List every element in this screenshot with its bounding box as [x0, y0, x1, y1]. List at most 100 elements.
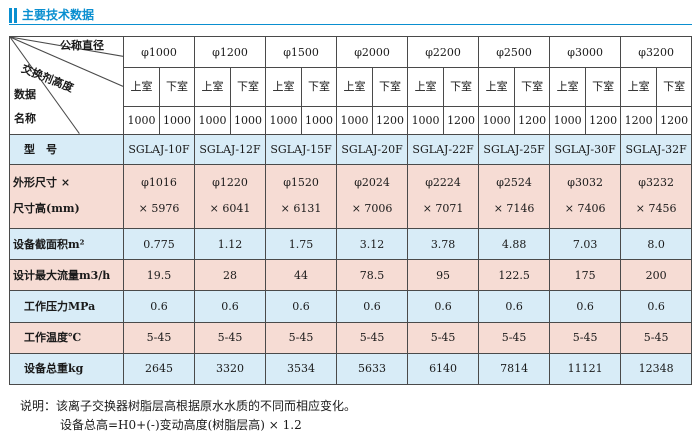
diameter-row: 公称直径 交换剂高度 数据 名称 φ1000 φ1200 φ1500 φ2000… [9, 35, 693, 135]
model-row: 型 号 SGLAJ-10F SGLAJ-12F SGLAJ-15F SGLAJ-… [9, 133, 693, 165]
section-header: 主要技术数据 [9, 7, 692, 25]
row-label-weight: 设备总重kg [9, 352, 124, 386]
area-row: 设备截面积m² 0.775 1.12 1.75 3.12 3.78 4.88 7… [9, 228, 693, 261]
diameter-cell: φ3200 [620, 35, 693, 69]
pressure-cell: 0.6 [194, 290, 267, 323]
chamber-upper-cell: 上室 [265, 67, 303, 107]
temperature-cell: 5-45 [122, 321, 196, 354]
resin-height-cell: 1200 [585, 105, 622, 135]
diameter-cell: φ1000 [122, 35, 196, 69]
corner-header-cell: 公称直径 交换剂高度 数据 名称 [9, 36, 124, 135]
header-accent-bar [14, 8, 17, 23]
height: × 7071 [422, 202, 464, 216]
area-cell: 3.12 [336, 228, 409, 261]
outer-diameter: φ3032 [567, 176, 603, 190]
corner-label-diameter: 公称直径 [60, 39, 104, 52]
resin-height-cell: 1200 [514, 105, 551, 135]
chamber-lower-cell: 下室 [301, 67, 338, 107]
diameter-cell: φ3000 [549, 35, 622, 69]
pressure-row: 工作压力MPa 0.6 0.6 0.6 0.6 0.6 0.6 0.6 0.6 [9, 290, 693, 323]
chamber-upper-cell: 上室 [549, 67, 587, 107]
diameter-cell: φ2500 [478, 35, 551, 69]
diameter-cell: φ1200 [194, 35, 267, 69]
resin-height-cell: 1000 [407, 105, 445, 135]
outer-diameter: φ2224 [425, 176, 461, 190]
model-cell: SGLAJ-15F [265, 133, 338, 165]
height: × 7006 [351, 202, 393, 216]
chamber-upper-cell: 上室 [620, 67, 658, 107]
model-cell: SGLAJ-20F [336, 133, 409, 165]
flow-cell: 19.5 [122, 259, 196, 292]
header-accent-bar [9, 8, 12, 23]
temperature-cell: 5-45 [549, 321, 622, 354]
resin-height-cell: 1200 [443, 105, 480, 135]
outer-diameter: φ3232 [638, 176, 674, 190]
row-label-flow: 设计最大流量m3/h [9, 259, 124, 292]
height: × 5976 [138, 202, 180, 216]
row-label-pressure: 工作压力MPa [9, 290, 124, 323]
temperature-row: 工作温度℃ 5-45 5-45 5-45 5-45 5-45 5-45 5-45… [9, 321, 693, 354]
flow-cell: 78.5 [336, 259, 409, 292]
flow-cell: 175 [549, 259, 622, 292]
diameter-cell: φ2200 [407, 35, 480, 69]
chamber-upper-cell: 上室 [194, 67, 232, 107]
resin-height-cell: 1000 [123, 105, 160, 135]
outer-diameter: φ1016 [141, 176, 177, 190]
chamber-row: 上室 下室 上室 下室 上室 下室 上室 下室 上室 下室 上室 下室 上室 下… [10, 67, 693, 107]
row-label-dimensions-line2: 尺寸高(mm) [13, 202, 80, 216]
chamber-lower-cell: 下室 [230, 67, 267, 107]
row-label-area: 设备截面积m² [9, 228, 124, 261]
model-cell: SGLAJ-32F [620, 133, 693, 165]
model-cell: SGLAJ-10F [122, 133, 196, 165]
corner-label-name: 名称 [14, 112, 36, 125]
diameter-cell: φ2000 [336, 35, 409, 69]
outer-diameter: φ1520 [283, 176, 319, 190]
area-cell: 7.03 [549, 228, 622, 261]
tech-data-table: 公称直径 交换剂高度 数据 名称 φ1000 φ1200 φ1500 φ2000… [9, 35, 693, 386]
chamber-upper-cell: 上室 [336, 67, 374, 107]
chamber-lower-cell: 下室 [372, 67, 409, 107]
resin-height-cell: 1000 [230, 105, 267, 135]
chamber-lower-cell: 下室 [443, 67, 480, 107]
height: × 6131 [280, 202, 322, 216]
chamber-upper-cell: 上室 [407, 67, 445, 107]
flow-row: 设计最大流量m3/h 19.5 28 44 78.5 95 122.5 175 … [9, 259, 693, 292]
resin-height-cell: 1000 [158, 105, 196, 135]
area-cell: 4.88 [478, 228, 551, 261]
dimension-cell: φ1520 × 6131 [265, 163, 338, 230]
temperature-cell: 5-45 [194, 321, 267, 354]
chamber-lower-cell: 下室 [514, 67, 551, 107]
flow-cell: 44 [265, 259, 338, 292]
dimension-cell: φ2524 × 7146 [478, 163, 551, 230]
dimension-cell: φ1016 × 5976 [122, 163, 196, 230]
section-title: 主要技术数据 [22, 8, 95, 22]
weight-cell: 5633 [336, 352, 409, 386]
height: × 6041 [209, 202, 251, 216]
weight-cell: 11121 [549, 352, 622, 386]
flow-cell: 28 [194, 259, 267, 292]
height: × 7456 [635, 202, 677, 216]
temperature-cell: 5-45 [336, 321, 409, 354]
chamber-lower-cell: 下室 [158, 67, 196, 107]
temperature-cell: 5-45 [478, 321, 551, 354]
resin-height-cell: 1200 [620, 105, 658, 135]
weight-row: 设备总重kg 2645 3320 3534 5633 6140 7814 111… [9, 352, 693, 386]
flow-cell: 200 [620, 259, 693, 292]
chamber-upper-cell: 上室 [478, 67, 516, 107]
chamber-lower-cell: 下室 [585, 67, 622, 107]
weight-cell: 6140 [407, 352, 480, 386]
weight-cell: 2645 [122, 352, 196, 386]
area-cell: 1.12 [194, 228, 267, 261]
pressure-cell: 0.6 [478, 290, 551, 323]
dimension-cell: φ2024 × 7006 [336, 163, 409, 230]
dimension-cell: φ2224 × 7071 [407, 163, 480, 230]
chamber-lower-cell: 下室 [656, 67, 693, 107]
weight-cell: 3534 [265, 352, 338, 386]
dimension-cell: φ3232 × 7456 [620, 163, 693, 230]
footnote-line2: 设备总高=H0+(-)变动高度(树脂层高) × 1.2 [60, 418, 302, 432]
resin-height-cell: 1000 [549, 105, 587, 135]
temperature-cell: 5-45 [620, 321, 693, 354]
pressure-cell: 0.6 [620, 290, 693, 323]
diagonal-lines [10, 37, 123, 134]
resin-height-cell: 1000 [194, 105, 232, 135]
